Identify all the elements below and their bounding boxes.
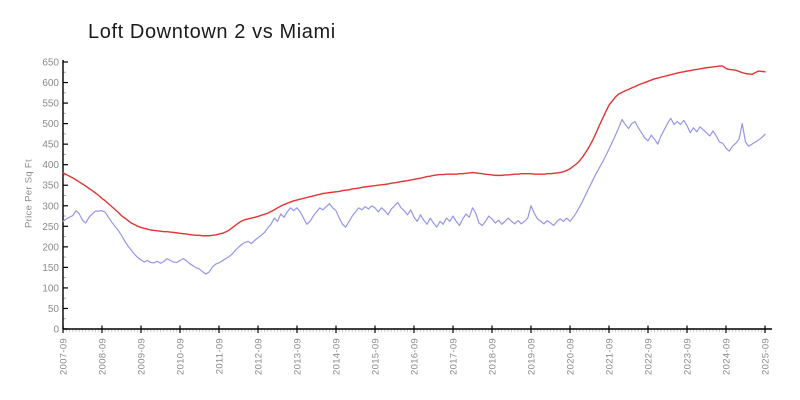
y-tick-label: 0 [53,325,59,336]
y-tick-label: 450 [42,140,59,151]
y-tick-label: 500 [42,119,59,130]
y-tick-label: 300 [42,201,59,212]
x-tick-label: 2013-09 [293,338,304,375]
chart-title: Loft Downtown 2 vs Miami [88,21,336,43]
x-tick-label: 2011-09 [215,338,226,374]
y-tick-label: 400 [42,160,59,171]
x-tick-label: 2018-09 [488,338,499,375]
y-tick-label: 250 [42,222,59,233]
x-tick-label: 2009-09 [137,338,148,375]
x-tick-label: 2015-09 [371,338,382,375]
x-tick-label: 2010-09 [176,338,187,375]
y-tick-label: 350 [42,181,59,192]
y-tick-label: 100 [42,283,59,294]
x-tick-label: 2016-09 [410,338,421,375]
y-tick-label: 50 [48,304,60,315]
x-tick-label: 2014-09 [332,338,343,375]
x-tick-label: 2021-09 [605,338,616,375]
x-tick-label: 2020-09 [566,338,577,375]
x-tick-label: 2012-09 [254,338,265,375]
y-tick-label: 600 [42,78,59,89]
y-tick-label: 150 [42,263,59,274]
y-tick-label: 550 [42,99,59,110]
x-tick-label: 2007-09 [59,338,70,375]
x-tick-label: 2017-09 [449,338,460,375]
x-tick-label: 2023-09 [683,338,694,375]
x-tick-label: 2022-09 [644,338,655,375]
loft-downtown-2-series-line [62,117,766,275]
miami-series-line [62,65,766,237]
x-tick-label: 2024-09 [722,338,733,375]
x-tick-label: 2025-09 [761,338,772,375]
x-tick-label: 2008-09 [98,338,109,375]
x-tick-label: 2019-09 [527,338,538,375]
y-tick-label: 650 [42,58,59,69]
y-tick-label: 200 [42,242,59,253]
